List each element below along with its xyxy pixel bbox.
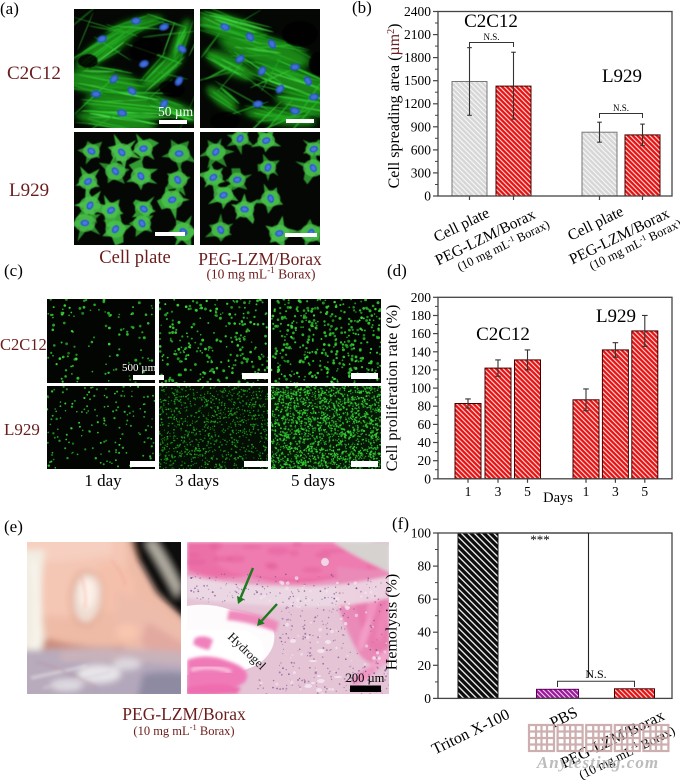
svg-text:40: 40 (418, 625, 432, 640)
svg-text:20: 20 (418, 453, 432, 468)
svg-text:3: 3 (495, 484, 502, 499)
svg-text:N.S.: N.S. (613, 103, 629, 113)
svg-text:C2C12: C2C12 (476, 324, 530, 345)
svg-text:N.S.: N.S. (483, 32, 499, 42)
svg-text:0: 0 (424, 189, 431, 204)
svg-text:C2C12: C2C12 (464, 11, 518, 32)
svg-text:80: 80 (418, 399, 432, 414)
svg-text:2100: 2100 (404, 27, 431, 42)
svg-text:300: 300 (411, 165, 432, 180)
svg-text:1: 1 (465, 484, 472, 499)
svg-text:3: 3 (612, 484, 619, 499)
svg-text:1800: 1800 (404, 50, 431, 65)
svg-text:80: 80 (418, 559, 432, 574)
svg-text:Days: Days (543, 490, 573, 506)
svg-text:180: 180 (411, 308, 432, 323)
svg-text:Hemolysis (%): Hemolysis (%) (384, 574, 401, 670)
svg-text:N.S.: N.S. (585, 667, 606, 681)
svg-text:Cell spreading area (µm2): Cell spreading area (µm2) (386, 24, 404, 189)
svg-text:20: 20 (418, 658, 432, 673)
svg-text:5: 5 (524, 484, 531, 499)
svg-text:5: 5 (641, 484, 648, 499)
svg-text:900: 900 (411, 119, 432, 134)
svg-text:***: *** (530, 532, 550, 547)
svg-text:Cell proliferation rate (%): Cell proliferation rate (%) (384, 305, 401, 472)
svg-text:120: 120 (411, 362, 432, 377)
svg-text:160: 160 (411, 326, 432, 341)
svg-text:100: 100 (411, 381, 432, 396)
svg-text:L929: L929 (596, 306, 636, 327)
svg-text:0: 0 (424, 691, 431, 706)
svg-text:1: 1 (583, 484, 590, 499)
svg-text:60: 60 (418, 417, 432, 432)
svg-text:L929: L929 (602, 66, 642, 87)
svg-text:1200: 1200 (404, 96, 431, 111)
svg-text:Anytesting.com: Anytesting.com (536, 753, 659, 772)
svg-text:40: 40 (418, 435, 432, 450)
svg-text:Triton X-100: Triton X-100 (429, 706, 512, 758)
svg-text:60: 60 (418, 592, 432, 607)
svg-text:100: 100 (411, 526, 432, 541)
svg-text:1500: 1500 (404, 73, 431, 88)
svg-text:0: 0 (424, 471, 431, 486)
svg-text:600: 600 (411, 142, 432, 157)
svg-text:140: 140 (411, 344, 432, 359)
svg-text:2400: 2400 (404, 4, 431, 19)
svg-text:200 µm: 200 µm (346, 671, 385, 685)
svg-text:200: 200 (411, 290, 432, 305)
